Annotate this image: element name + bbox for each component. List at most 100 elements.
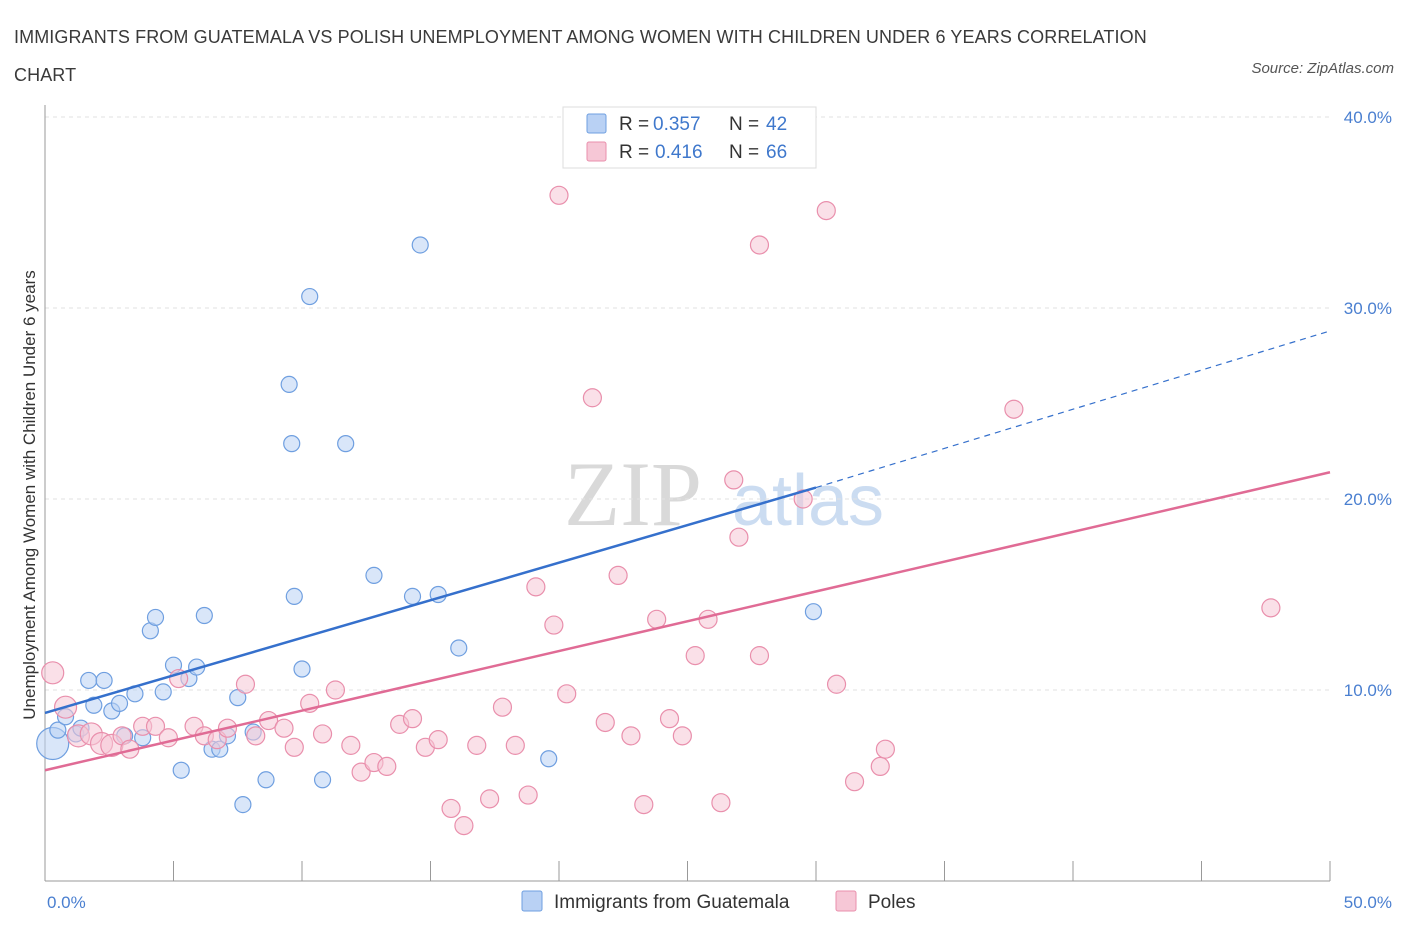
legend-r-value-guatemala: 0.357: [653, 114, 701, 135]
poles-point: [454, 816, 474, 836]
poles-point: [685, 646, 705, 666]
trend-lines: [44, 330, 1331, 772]
guatemala-point: [450, 639, 468, 657]
poles-point: [480, 789, 500, 809]
poles-point: [325, 680, 346, 700]
guatemala-point: [85, 696, 103, 714]
poles-point: [549, 185, 569, 205]
poles-point: [826, 674, 847, 694]
guatemala-trend-extension: [815, 330, 1331, 489]
legend-n-label-poles: N =: [729, 142, 759, 163]
poles-point: [526, 577, 546, 597]
legend-n-label-guatemala: N =: [729, 114, 759, 135]
poles-point: [505, 735, 525, 755]
poles-point: [284, 737, 304, 757]
watermark-zip: ZIP: [564, 443, 702, 545]
y-tick-label: 40.0%: [1344, 108, 1392, 127]
bottom-legend-swatch-poles: [835, 890, 857, 912]
poles-point: [1004, 399, 1024, 419]
poles-point: [557, 684, 577, 704]
poles-point: [1261, 598, 1281, 618]
poles-point: [870, 756, 890, 777]
poles-point: [402, 709, 423, 729]
poles-point: [595, 712, 615, 733]
poles-point: [518, 785, 538, 805]
poles-point: [647, 609, 667, 629]
guatemala-point: [80, 671, 98, 690]
poles-point: [341, 735, 361, 755]
x-tick-label: 0.0%: [47, 893, 86, 912]
poles-point: [729, 527, 749, 547]
poles-point: [41, 661, 65, 685]
guatemala-point: [154, 683, 172, 701]
stats-legend: R = 0.357 N = 42 R = 0.416 N = 66: [562, 106, 817, 169]
poles-point: [467, 735, 487, 755]
chart-title: IMMIGRANTS FROM GUATEMALA VS POLISH UNEM…: [14, 27, 1147, 85]
poles-point: [816, 200, 836, 221]
guatemala-point: [293, 660, 311, 678]
guatemala-point: [110, 694, 129, 712]
y-tick-label: 30.0%: [1344, 299, 1392, 318]
poles-point: [582, 388, 603, 408]
legend-r-label-guatemala: R =: [619, 114, 649, 135]
legend-n-value-poles: 66: [766, 142, 787, 163]
legend-swatch-guatemala: [586, 113, 607, 134]
poles-point: [749, 235, 770, 255]
guatemala-point: [804, 603, 823, 621]
poles-point: [711, 793, 731, 813]
poles-point: [246, 726, 266, 746]
series-legend: Immigrants from Guatemala Poles: [521, 890, 916, 913]
source-label: Source: ZipAtlas.com: [1251, 60, 1394, 77]
poles-point: [351, 762, 371, 782]
guatemala-point: [234, 795, 252, 814]
guatemala-point: [540, 750, 558, 768]
poles-point: [235, 674, 256, 694]
guatemala-point: [285, 587, 303, 606]
bottom-legend-label-poles: Poles: [868, 892, 916, 913]
poles-point: [698, 609, 718, 629]
bottom-legend-swatch-guatemala: [521, 890, 543, 912]
poles-point: [844, 772, 865, 792]
guatemala-point: [283, 435, 301, 453]
poles-point: [312, 724, 333, 744]
y-tick-label: 10.0%: [1344, 681, 1392, 700]
gridlines: [45, 116, 1330, 691]
legend-n-value-guatemala: 42: [766, 114, 787, 135]
y-axis-label: Unemployment Among Women with Children U…: [20, 270, 39, 719]
poles-point: [544, 615, 564, 635]
poles-point: [672, 726, 692, 746]
guatemala-point: [146, 608, 165, 627]
poles-trend-line: [44, 471, 1331, 772]
poles-point: [377, 756, 397, 777]
guatemala-point: [337, 435, 355, 453]
poles-point: [749, 646, 770, 666]
tick-labels: 10.0% 20.0% 30.0% 40.0% 0.0% 50.0%: [47, 108, 1392, 912]
guatemala-point: [313, 771, 332, 789]
legend-r-value-poles: 0.416: [655, 142, 703, 163]
poles-point: [441, 798, 461, 819]
poles-point: [608, 565, 628, 586]
guatemala-point: [365, 566, 383, 585]
guatemala-point: [195, 606, 213, 625]
poles-point: [659, 709, 680, 729]
x-tick-label: 50.0%: [1344, 893, 1392, 912]
poles-point: [724, 470, 744, 490]
bottom-legend-label-guatemala: Immigrants from Guatemala: [554, 892, 790, 913]
poles-point: [875, 739, 895, 759]
poles-point: [428, 730, 448, 750]
guatemala-point: [49, 721, 67, 739]
poles-point: [634, 794, 654, 815]
guatemala-point: [280, 375, 298, 393]
guatemala-point: [172, 761, 190, 779]
guatemala-point: [301, 287, 319, 306]
legend-swatch-poles: [586, 141, 607, 162]
poles-point: [145, 716, 166, 736]
legend-r-label-poles: R =: [619, 142, 649, 163]
guatemala-trend-line: [44, 486, 817, 715]
guatemala-point: [257, 771, 275, 789]
guatemala-point: [411, 236, 429, 254]
guatemala-point: [403, 587, 422, 606]
y-tick-label: 20.0%: [1344, 490, 1392, 509]
guatemala-point: [95, 671, 113, 690]
